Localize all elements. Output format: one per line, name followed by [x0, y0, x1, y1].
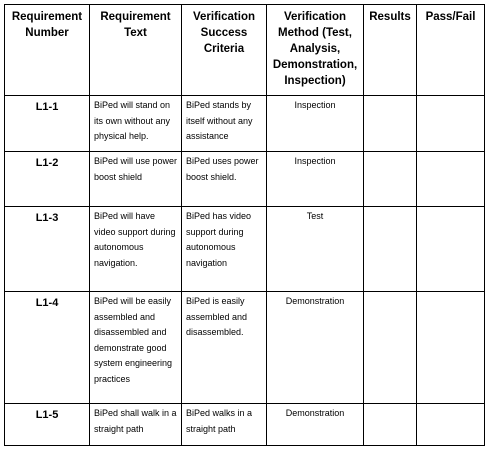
- verification-method: Test: [266, 206, 364, 292]
- results-cell: [363, 291, 417, 404]
- table-row: L1-3 BiPed will have video support durin…: [4, 206, 485, 292]
- requirement-number: L1-5: [4, 403, 90, 446]
- pass-fail-cell: [416, 206, 485, 292]
- verification-method: Demonstration: [266, 291, 364, 404]
- header-results: Results: [363, 4, 417, 96]
- verification-method: Inspection: [266, 95, 364, 152]
- verification-method: Demonstration: [266, 403, 364, 446]
- requirements-table: Requirement Number Requirement Text Veri…: [4, 4, 485, 446]
- requirement-text: BiPed will stand on its own without any …: [89, 95, 182, 152]
- pass-fail-cell: [416, 291, 485, 404]
- table-row: L1-4 BiPed will be easily assembled and …: [4, 291, 485, 404]
- results-cell: [363, 95, 417, 152]
- header-pass-fail: Pass/Fail: [416, 4, 485, 96]
- success-criteria: BiPed is easily assembled and disassembl…: [181, 291, 267, 404]
- pass-fail-cell: [416, 151, 485, 207]
- requirement-text: BiPed shall walk in a straight path: [89, 403, 182, 446]
- header-verification-method: Verification Method (Test, Analysis, Dem…: [266, 4, 364, 96]
- table-row: L1-5 BiPed shall walk in a straight path…: [4, 403, 485, 446]
- header-verification-success-criteria: Verification Success Criteria: [181, 4, 267, 96]
- results-cell: [363, 151, 417, 207]
- verification-method: Inspection: [266, 151, 364, 207]
- header-requirement-number: Requirement Number: [4, 4, 90, 96]
- pass-fail-cell: [416, 403, 485, 446]
- results-cell: [363, 206, 417, 292]
- requirement-text: BiPed will be easily assembled and disas…: [89, 291, 182, 404]
- results-cell: [363, 403, 417, 446]
- success-criteria: BiPed walks in a straight path: [181, 403, 267, 446]
- table-row: L1-1 BiPed will stand on its own without…: [4, 95, 485, 152]
- requirement-number: L1-4: [4, 291, 90, 404]
- table-row: L1-2 BiPed will use power boost shield B…: [4, 151, 485, 207]
- requirement-number: L1-1: [4, 95, 90, 152]
- requirement-number: L1-3: [4, 206, 90, 292]
- success-criteria: BiPed has video support during autonomou…: [181, 206, 267, 292]
- requirement-number: L1-2: [4, 151, 90, 207]
- requirement-text: BiPed will use power boost shield: [89, 151, 182, 207]
- header-requirement-text: Requirement Text: [89, 4, 182, 96]
- header-row: Requirement Number Requirement Text Veri…: [4, 4, 485, 96]
- requirement-text: BiPed will have video support during aut…: [89, 206, 182, 292]
- success-criteria: BiPed stands by itself without any assis…: [181, 95, 267, 152]
- success-criteria: BiPed uses power boost shield.: [181, 151, 267, 207]
- pass-fail-cell: [416, 95, 485, 152]
